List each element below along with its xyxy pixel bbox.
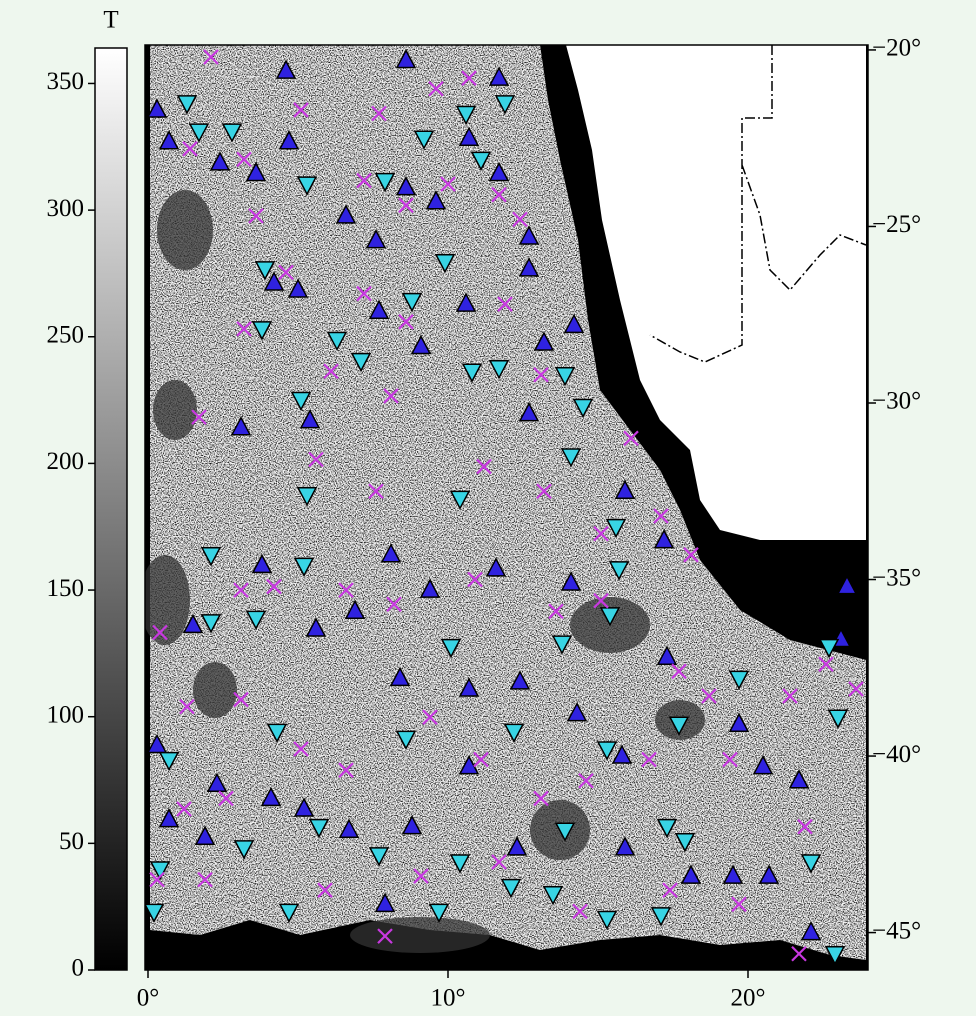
colorbar-tick-label: 150 — [47, 575, 85, 602]
colorbar-tick-label: 250 — [47, 321, 85, 348]
x-tick-label: 10° — [431, 985, 466, 1012]
page: {"chart_data": { "type": "scatter", "xli… — [0, 0, 976, 1016]
chart: T 0 50 100 150 200 250 300 350 0° 10° 20° −20° −25° −… — [0, 0, 976, 1016]
colorbar-tick-label: 100 — [47, 701, 85, 728]
y-tick-label: −25° — [872, 211, 921, 238]
map-layer — [140, 45, 868, 970]
x-tick-label: 0° — [137, 985, 160, 1012]
y-tick-label: −35° — [872, 564, 921, 591]
y-tick-label: −40° — [872, 741, 921, 768]
y-tick-label: −20° — [872, 35, 921, 62]
colorbar-tick-label: 350 — [47, 68, 85, 95]
colorbar-tick-label: 0 — [72, 955, 85, 982]
y-tick-label: −45° — [872, 917, 921, 944]
colorbar-label: T — [103, 7, 118, 34]
colorbar — [95, 48, 127, 970]
colorbar-tick-label: 200 — [47, 448, 85, 475]
colorbar-tick-label: 50 — [59, 828, 84, 855]
x-tick-label: 20° — [731, 985, 766, 1012]
colorbar-tick-label: 300 — [47, 195, 85, 222]
y-tick-label: −30° — [872, 388, 921, 415]
